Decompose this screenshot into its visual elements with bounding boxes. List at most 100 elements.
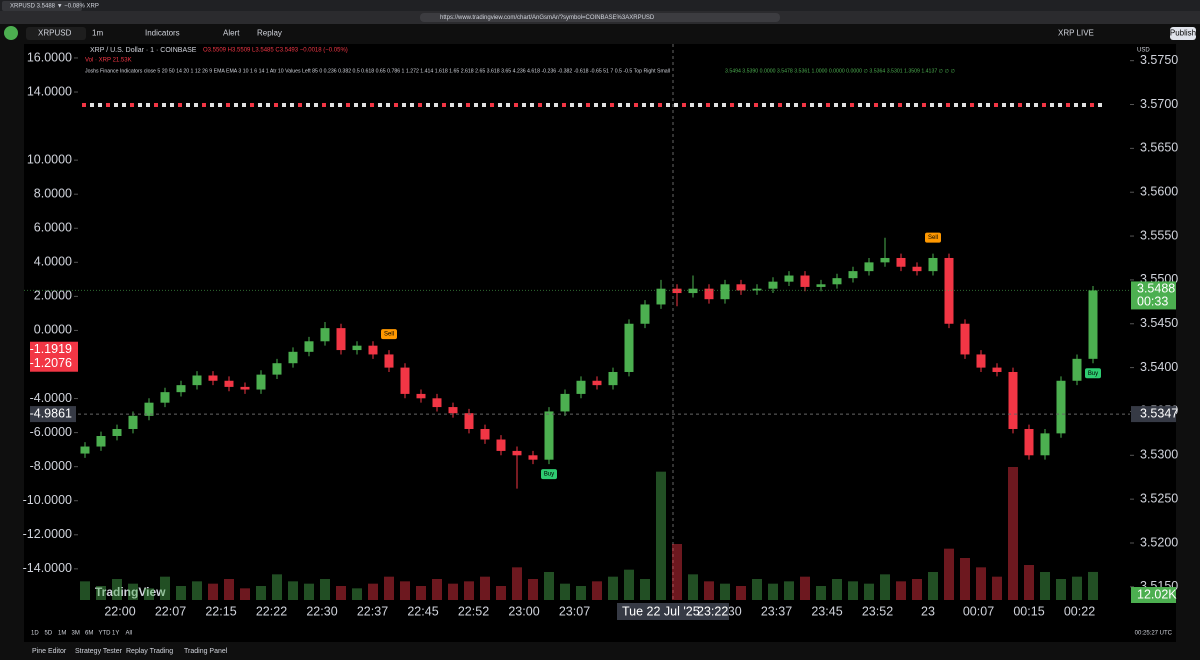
indicator-dot [682,103,686,107]
indicator-dot [866,103,870,107]
indicator-dot [274,103,278,107]
candle-body [1088,290,1098,359]
candle-body [960,323,970,355]
indicator-dot [434,103,438,107]
candle-body [544,411,554,460]
volume-bar [848,581,858,600]
indicator-marker-label: -1.2076 [30,356,72,370]
url-field[interactable] [420,13,780,22]
candle-body [992,367,1002,372]
candle-body [768,281,778,289]
indicator-dot [834,103,838,107]
indicator-dot [314,103,318,107]
indicators-button[interactable]: Indicators [145,29,180,38]
range-button[interactable]: 6M [85,631,93,637]
indicator-dot [578,103,582,107]
replay-button[interactable]: Replay [257,29,282,38]
candle-body [640,304,650,324]
crosshair-time-box [617,603,729,620]
indicator-dot [618,103,622,107]
currency: USD [1137,48,1150,54]
publish-button[interactable] [1170,27,1196,40]
volume-bar [128,583,138,600]
time-tick-label: 22:30 [306,604,337,618]
range-button[interactable]: YTD [99,631,112,637]
range-button[interactable]: 1D [31,631,39,637]
indicator-dot [690,103,694,107]
indicator-dot [226,103,230,107]
volume-bar [784,581,794,600]
indicator-dot [370,103,374,107]
candle-body [176,385,186,393]
avatar[interactable] [4,26,18,40]
volume-bar [432,579,442,600]
indicator-dot [666,103,670,107]
volume-bar [224,579,234,600]
range-button[interactable]: 1Y [112,631,119,637]
indicator-dot [1058,103,1062,107]
indicator-dot [1082,103,1086,107]
volume-bar [560,583,570,600]
time-tick-label: 00:07 [963,604,994,618]
indicator-dot [1042,103,1046,107]
layout-name[interactable]: XRP LIVE [1058,29,1094,38]
indicator-dot [298,103,302,107]
indicator-dot [906,103,910,107]
alert-button[interactable]: Alert [223,29,240,38]
candle-body [96,436,106,447]
price-tick-label: 3.5550 [1140,228,1178,242]
panel-tab[interactable]: Trading Panel [184,648,228,655]
indicator-dot [882,103,886,107]
volume-bar [480,576,490,600]
candle-body [448,407,458,414]
candle-body [896,257,906,267]
price-tick-label: 3.5450 [1140,316,1178,330]
range-button[interactable]: 5D [45,631,53,637]
tab[interactable] [2,1,82,11]
interval[interactable]: 1m [92,29,103,38]
time-tick-label: 23:52 [862,604,893,618]
legend-indicator: Joshs Finance Indicators close 5 20 50 1… [85,68,670,74]
panel-tab[interactable]: Pine Editor [32,648,67,655]
indicator-dot [330,103,334,107]
volume-bar [768,583,778,600]
time-tick-label: 22:00 [104,604,135,618]
panel-tab[interactable]: Replay Trading [126,648,173,655]
range-button[interactable]: All [126,631,133,637]
candle-body [1024,428,1034,456]
signal-label: Sell [384,332,394,338]
indicator-dot [770,103,774,107]
indicator-dot [322,103,326,107]
indicator-dot [698,103,702,107]
indicator-dot [290,103,294,107]
indicator-tick-label: -14.0000 [23,561,72,575]
price-tick-label: 3.5600 [1140,185,1178,199]
indicator-dot [890,103,894,107]
indicator-dot [130,103,134,107]
volume-bar [944,548,954,600]
indicator-dot [730,103,734,107]
watermark: TradingView [95,585,166,599]
candle-body [240,386,250,390]
indicator-dot [986,103,990,107]
symbol-search[interactable] [26,27,86,40]
range-button[interactable]: 1M [58,631,66,637]
volume-bar [592,581,602,600]
volume-bar [976,567,986,600]
volume-bar [112,579,122,600]
volume-bar [640,579,650,600]
indicator-dot [146,103,150,107]
volume-bar [736,586,746,600]
indicator-dot [914,103,918,107]
panel-tab[interactable]: Strategy Tester [75,648,123,655]
time-tick-label: 23:00 [508,604,539,618]
indicator-dot [850,103,854,107]
time-tick-label: 22:15 [205,604,236,618]
indicator-dot [978,103,982,107]
price-tick-label: 3.5700 [1140,97,1178,111]
indicator-dot [946,103,950,107]
range-button[interactable]: 3M [72,631,80,637]
volume-bar [1040,572,1050,600]
volume-bar [368,583,378,600]
